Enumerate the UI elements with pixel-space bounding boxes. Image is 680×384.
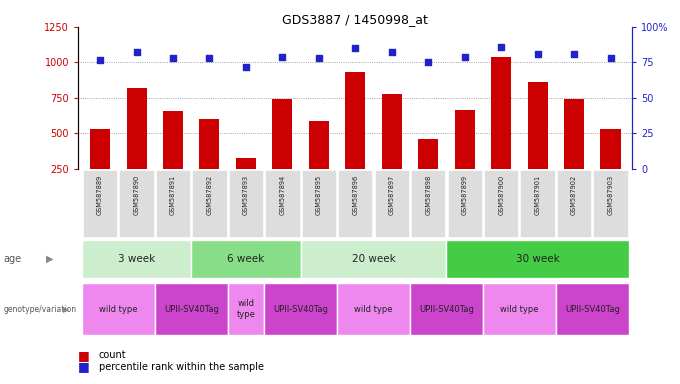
Text: wild type: wild type	[354, 305, 393, 314]
FancyBboxPatch shape	[83, 170, 117, 237]
Text: wild type: wild type	[500, 305, 539, 314]
FancyBboxPatch shape	[337, 283, 410, 335]
Point	[313, 55, 324, 61]
Bar	[564, 99, 584, 169]
FancyBboxPatch shape	[375, 170, 409, 237]
Text: GSM587901: GSM587901	[534, 174, 541, 215]
Text: count: count	[99, 350, 126, 360]
FancyBboxPatch shape	[411, 170, 445, 237]
Text: GSM587894: GSM587894	[279, 174, 286, 215]
Point	[277, 54, 288, 60]
Text: UPII-SV40Tag: UPII-SV40Tag	[565, 305, 619, 314]
Point	[350, 45, 360, 51]
FancyBboxPatch shape	[228, 283, 264, 335]
Bar	[528, 82, 547, 169]
FancyBboxPatch shape	[82, 283, 155, 335]
Text: GSM587891: GSM587891	[170, 174, 176, 215]
Text: 30 week: 30 week	[515, 254, 560, 264]
Bar	[381, 94, 402, 169]
FancyBboxPatch shape	[302, 170, 336, 237]
Text: GSM587892: GSM587892	[207, 174, 212, 215]
Bar	[491, 57, 511, 169]
Bar	[345, 72, 365, 169]
Point	[204, 55, 215, 61]
FancyBboxPatch shape	[82, 240, 191, 278]
Text: GSM587895: GSM587895	[316, 174, 322, 215]
Bar	[455, 110, 475, 169]
FancyBboxPatch shape	[338, 170, 373, 237]
Text: UPII-SV40Tag: UPII-SV40Tag	[419, 305, 474, 314]
Bar	[600, 129, 621, 169]
Text: GSM587890: GSM587890	[133, 174, 139, 215]
Text: GSM587893: GSM587893	[243, 174, 249, 215]
FancyBboxPatch shape	[557, 170, 591, 237]
FancyBboxPatch shape	[192, 170, 226, 237]
Text: GSM587897: GSM587897	[389, 174, 395, 215]
Text: GSM587889: GSM587889	[97, 174, 103, 215]
Point	[605, 55, 616, 61]
Point	[532, 51, 543, 57]
FancyBboxPatch shape	[228, 170, 263, 237]
Text: 20 week: 20 week	[352, 254, 395, 264]
Text: ▶: ▶	[63, 305, 70, 314]
FancyBboxPatch shape	[191, 240, 301, 278]
Bar	[199, 119, 220, 169]
FancyBboxPatch shape	[301, 240, 447, 278]
Text: GSM587902: GSM587902	[571, 174, 577, 215]
Point	[423, 59, 434, 65]
Point	[568, 51, 579, 57]
Point	[167, 55, 178, 61]
Point	[496, 44, 507, 50]
Bar	[236, 157, 256, 169]
Text: 6 week: 6 week	[227, 254, 265, 264]
Point	[95, 56, 105, 63]
Text: GSM587900: GSM587900	[498, 174, 504, 215]
Text: UPII-SV40Tag: UPII-SV40Tag	[164, 305, 219, 314]
Text: wild type: wild type	[99, 305, 137, 314]
FancyBboxPatch shape	[484, 170, 518, 237]
Text: GSM587898: GSM587898	[425, 174, 431, 215]
Bar	[163, 111, 183, 169]
Point	[459, 54, 470, 60]
Title: GDS3887 / 1450998_at: GDS3887 / 1450998_at	[282, 13, 428, 26]
FancyBboxPatch shape	[447, 240, 629, 278]
Text: GSM587899: GSM587899	[462, 174, 468, 215]
FancyBboxPatch shape	[264, 283, 337, 335]
Text: genotype/variation: genotype/variation	[3, 305, 77, 314]
FancyBboxPatch shape	[156, 170, 190, 237]
Text: GSM587903: GSM587903	[607, 174, 613, 215]
Text: ■: ■	[78, 360, 90, 373]
Text: 3 week: 3 week	[118, 254, 155, 264]
FancyBboxPatch shape	[520, 170, 555, 237]
FancyBboxPatch shape	[410, 283, 483, 335]
FancyBboxPatch shape	[594, 170, 628, 237]
Text: ■: ■	[78, 349, 90, 362]
Text: age: age	[3, 254, 22, 264]
FancyBboxPatch shape	[120, 170, 154, 237]
Text: percentile rank within the sample: percentile rank within the sample	[99, 362, 264, 372]
Bar	[90, 129, 110, 169]
Bar	[273, 99, 292, 169]
Bar	[126, 88, 147, 169]
Text: wild
type: wild type	[237, 300, 256, 319]
Text: GSM587896: GSM587896	[352, 174, 358, 215]
FancyBboxPatch shape	[483, 283, 556, 335]
Text: ▶: ▶	[46, 254, 54, 264]
Point	[241, 64, 252, 70]
FancyBboxPatch shape	[155, 283, 228, 335]
FancyBboxPatch shape	[556, 283, 629, 335]
Text: UPII-SV40Tag: UPII-SV40Tag	[273, 305, 328, 314]
Bar	[418, 139, 438, 169]
Point	[386, 50, 397, 56]
FancyBboxPatch shape	[265, 170, 299, 237]
FancyBboxPatch shape	[447, 170, 482, 237]
Point	[131, 50, 142, 56]
Bar	[309, 121, 329, 169]
